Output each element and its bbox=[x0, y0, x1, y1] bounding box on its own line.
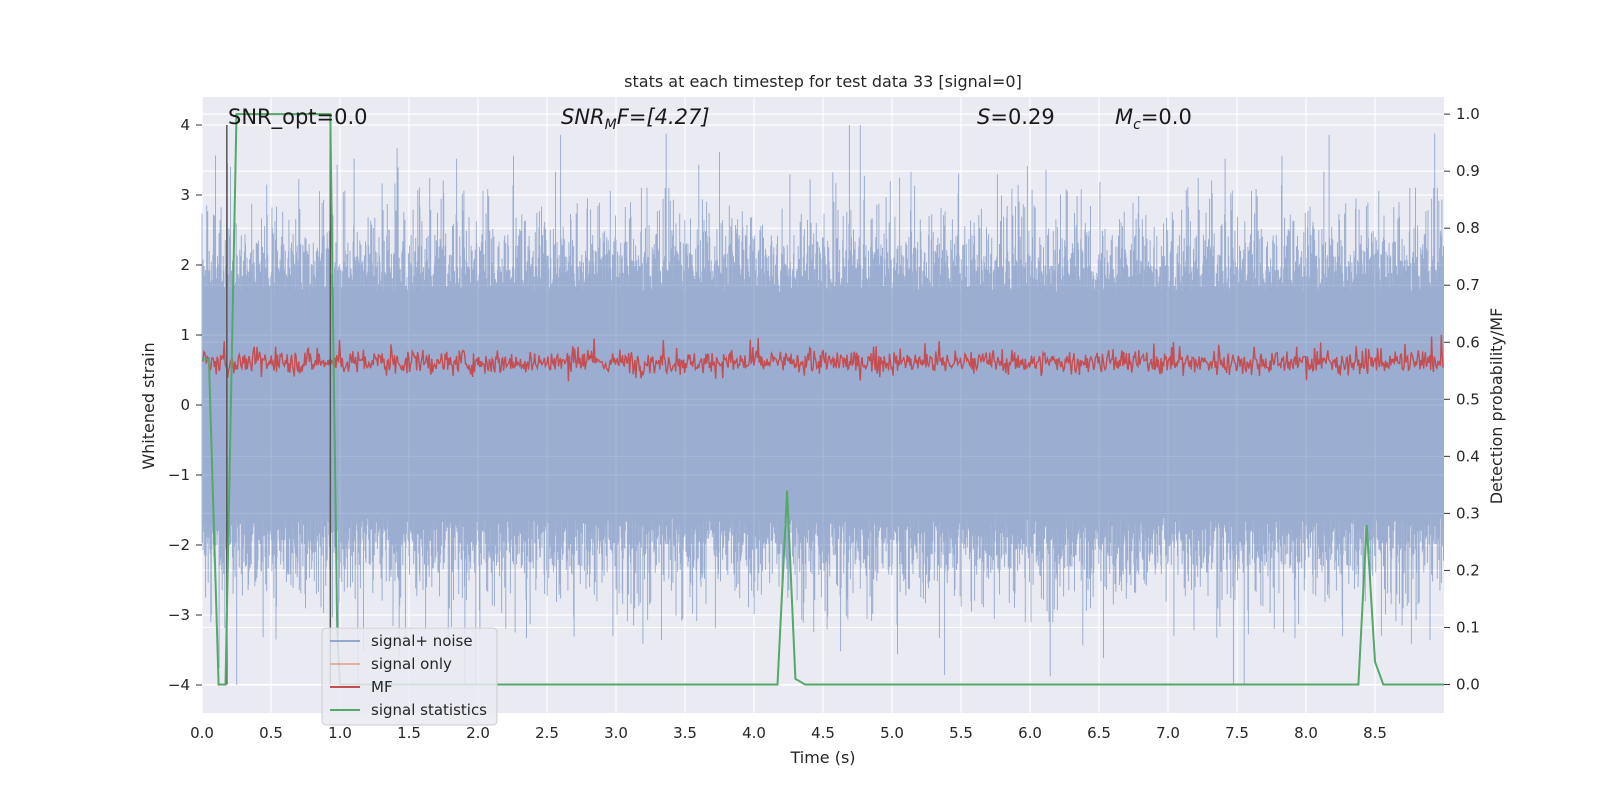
y-tick-label-left: 4 bbox=[180, 116, 190, 134]
legend-label-signal-noise: signal+ noise bbox=[371, 632, 473, 650]
axis-ticks: 0.0 0.5 1.0 1.5 2.0 2.5 3.0 3.5 4.0 4.5 5.0 5.5 6.0 6… bbox=[168, 105, 1480, 742]
x-tick-label: 0.0 bbox=[190, 724, 214, 742]
x-tick-label: 4.0 bbox=[742, 724, 766, 742]
x-tick-label: 7.0 bbox=[1156, 724, 1180, 742]
mc-value: =0.0 bbox=[1141, 105, 1192, 129]
y-axis-left-label: Whitened strain bbox=[139, 342, 158, 469]
x-tick-label: 8.5 bbox=[1363, 724, 1387, 742]
signal-statistics-line bbox=[202, 113, 1444, 686]
y-axis-right-label: Detection probability/MF bbox=[1487, 308, 1506, 505]
mc-symbol: M bbox=[1115, 105, 1133, 129]
x-tick-label: 8.0 bbox=[1294, 724, 1318, 742]
x-tick-label: 7.5 bbox=[1225, 724, 1249, 742]
s-value: =0.29 bbox=[990, 105, 1054, 129]
x-tick-label: 1.5 bbox=[397, 724, 421, 742]
x-tick-label: 1.0 bbox=[328, 724, 352, 742]
y-tick-label-right: 0.4 bbox=[1456, 447, 1480, 465]
snr-mf-suffix: F=[4.27] bbox=[617, 105, 710, 129]
legend: signal+ noise signal only MF signal stat… bbox=[321, 627, 498, 726]
y-tick-label-left: −3 bbox=[168, 606, 190, 624]
y-tick-label-left: 3 bbox=[180, 186, 190, 204]
y-tick-label-right: 1.0 bbox=[1456, 105, 1480, 123]
mf-series bbox=[201, 334, 1444, 382]
signal-noise-series bbox=[201, 125, 1444, 685]
y-tick-label-right: 0.7 bbox=[1456, 276, 1480, 294]
y-tick-label-left: 1 bbox=[180, 326, 190, 344]
snr-mf-prefix: SNR bbox=[561, 105, 605, 129]
y-tick-label-right: 0.5 bbox=[1456, 390, 1480, 408]
legend-label-signal-statistics: signal statistics bbox=[371, 701, 487, 719]
x-tick-label: 0.5 bbox=[259, 724, 283, 742]
signal-noise-line bbox=[201, 125, 1444, 685]
y-tick-label-right: 0.6 bbox=[1456, 333, 1480, 351]
x-tick-label: 2.5 bbox=[535, 724, 559, 742]
y-tick-label-right: 0.2 bbox=[1456, 561, 1480, 579]
mc-sub: c bbox=[1133, 117, 1141, 133]
signal-statistics-series bbox=[202, 113, 1444, 686]
y-tick-label-right: 0.3 bbox=[1456, 504, 1480, 522]
y-tick-label-right: 0.0 bbox=[1456, 675, 1480, 693]
annotation-mc: Mc=0.0 bbox=[1115, 105, 1192, 133]
x-tick-label: 3.5 bbox=[673, 724, 697, 742]
snr-mf-sub: M bbox=[605, 117, 617, 133]
legend-label-signal-only: signal only bbox=[371, 655, 452, 673]
s-symbol: S bbox=[977, 105, 990, 129]
x-tick-label: 6.0 bbox=[1018, 724, 1042, 742]
x-tick-label: 4.5 bbox=[811, 724, 835, 742]
y-tick-label-left: 2 bbox=[180, 256, 190, 274]
y-tick-label-left: −2 bbox=[168, 536, 190, 554]
y-tick-label-left: −4 bbox=[168, 676, 190, 694]
x-tick-label: 6.5 bbox=[1087, 724, 1111, 742]
legend-label-mf: MF bbox=[371, 678, 393, 696]
x-tick-label: 3.0 bbox=[604, 724, 628, 742]
annotation-snr-mf: SNRMF=[4.27] bbox=[561, 105, 710, 133]
annotation-snr-opt: SNR_opt=0.0 bbox=[228, 105, 368, 130]
annotation-s: S=0.29 bbox=[977, 105, 1055, 129]
y-tick-label-right: 0.1 bbox=[1456, 618, 1480, 636]
y-tick-label-right: 0.9 bbox=[1456, 162, 1480, 180]
y-tick-label-left: −1 bbox=[168, 466, 190, 484]
x-tick-label: 5.0 bbox=[880, 724, 904, 742]
chart-title: stats at each timestep for test data 33 … bbox=[624, 72, 1022, 91]
x-tick-label: 5.5 bbox=[949, 724, 973, 742]
x-tick-label: 2.0 bbox=[466, 724, 490, 742]
y-tick-label-left: 0 bbox=[180, 396, 190, 414]
y-tick-label-right: 0.8 bbox=[1456, 219, 1480, 237]
x-axis-label: Time (s) bbox=[789, 748, 855, 767]
legend-box bbox=[321, 627, 498, 726]
mf-line bbox=[201, 334, 1444, 382]
